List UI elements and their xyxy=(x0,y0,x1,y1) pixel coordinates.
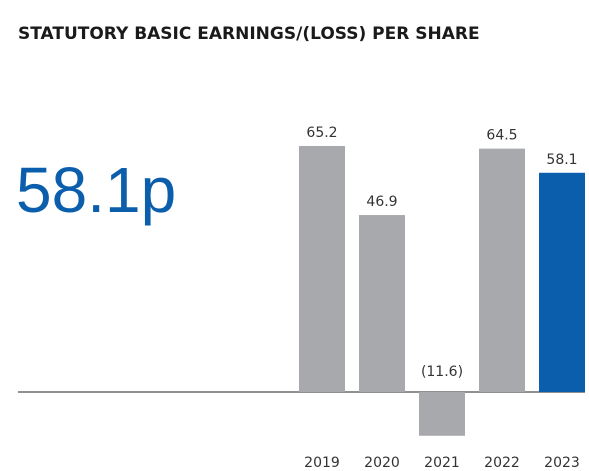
value-label: 58.1 xyxy=(546,152,577,168)
bar xyxy=(299,146,345,392)
bar xyxy=(539,172,585,392)
value-label: (11.6) xyxy=(421,364,463,380)
x-tick-label: 2022 xyxy=(484,455,520,471)
bar xyxy=(479,148,525,392)
value-label: 65.2 xyxy=(306,125,337,141)
bar xyxy=(359,215,405,392)
x-tick-label: 2019 xyxy=(304,455,340,471)
x-tick-label: 2023 xyxy=(544,455,580,471)
x-tick-label: 2020 xyxy=(364,455,400,471)
value-label: 46.9 xyxy=(366,194,397,210)
headline-value: 58.1p xyxy=(16,154,176,226)
bar xyxy=(419,392,465,436)
chart-title: STATUTORY BASIC EARNINGS/(LOSS) PER SHAR… xyxy=(18,24,480,44)
x-tick-label: 2021 xyxy=(424,455,460,471)
value-label: 64.5 xyxy=(486,128,517,144)
